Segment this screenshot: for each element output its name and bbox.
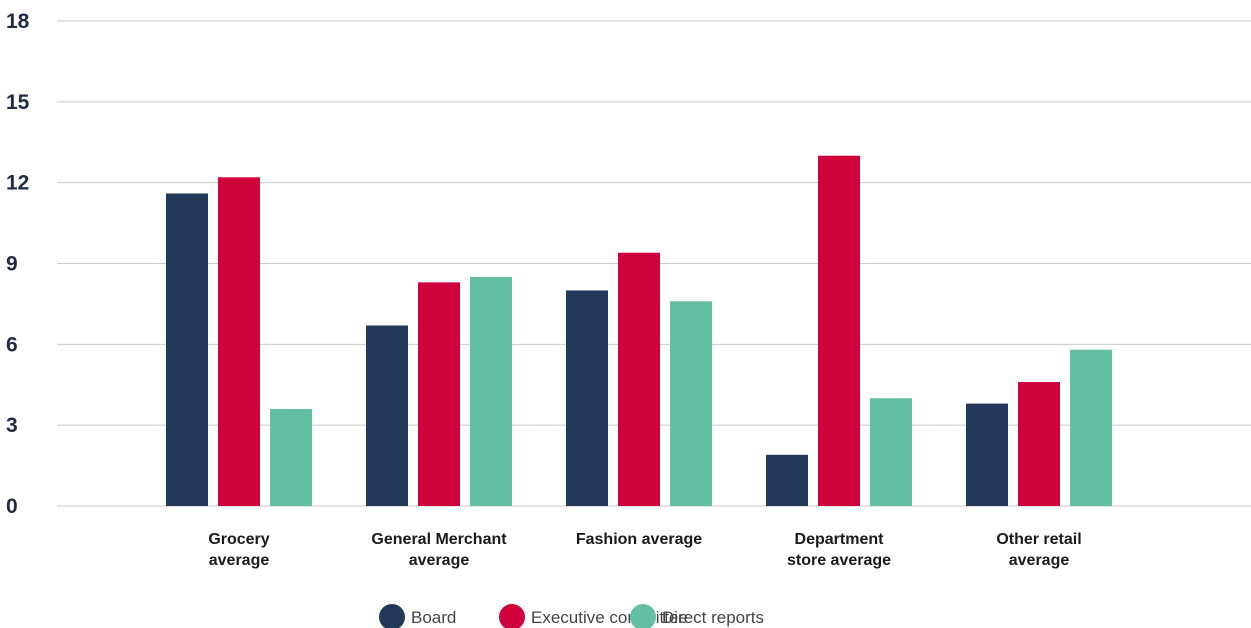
category-label: General Merchant average bbox=[371, 531, 507, 569]
legend-label: Direct reports bbox=[662, 608, 764, 627]
legend-item: Board bbox=[379, 604, 456, 628]
y-tick-label: 18 bbox=[6, 10, 30, 33]
category-labels: Grocery average General Merchant average Fas… bbox=[208, 531, 1081, 569]
bar bbox=[618, 252, 660, 506]
bar bbox=[270, 409, 312, 506]
legend-swatch bbox=[630, 604, 656, 628]
bar bbox=[670, 301, 712, 506]
bar bbox=[1070, 349, 1112, 506]
y-tick-label: 0 bbox=[6, 495, 18, 518]
bar bbox=[218, 177, 260, 506]
bar bbox=[966, 403, 1008, 506]
category-label: Department store average bbox=[787, 531, 891, 569]
bar bbox=[418, 282, 460, 506]
category-label: Other retail average bbox=[996, 531, 1081, 569]
category-label: Grocery average bbox=[208, 531, 269, 569]
bar bbox=[366, 325, 408, 506]
legend-swatch bbox=[499, 604, 525, 628]
bar bbox=[766, 454, 808, 506]
bars bbox=[166, 155, 1112, 506]
legend-swatch bbox=[379, 604, 405, 628]
category-label: Fashion average bbox=[576, 531, 702, 548]
legend-item: Executive committee bbox=[499, 604, 688, 628]
bar bbox=[566, 290, 608, 506]
y-tick-label: 3 bbox=[6, 414, 18, 437]
bar bbox=[166, 193, 208, 506]
bar bbox=[470, 276, 512, 506]
bar bbox=[870, 398, 912, 506]
y-tick-label: 9 bbox=[6, 253, 18, 276]
legend-item: Direct reports bbox=[630, 604, 764, 628]
y-axis-tick-labels: 0 3 6 9 12 15 18 bbox=[6, 10, 30, 518]
y-tick-label: 12 bbox=[6, 172, 29, 195]
y-tick-label: 15 bbox=[6, 91, 30, 114]
bar bbox=[818, 155, 860, 506]
bar bbox=[1018, 382, 1060, 506]
y-tick-label: 6 bbox=[6, 333, 18, 356]
legend-label: Board bbox=[411, 608, 456, 627]
